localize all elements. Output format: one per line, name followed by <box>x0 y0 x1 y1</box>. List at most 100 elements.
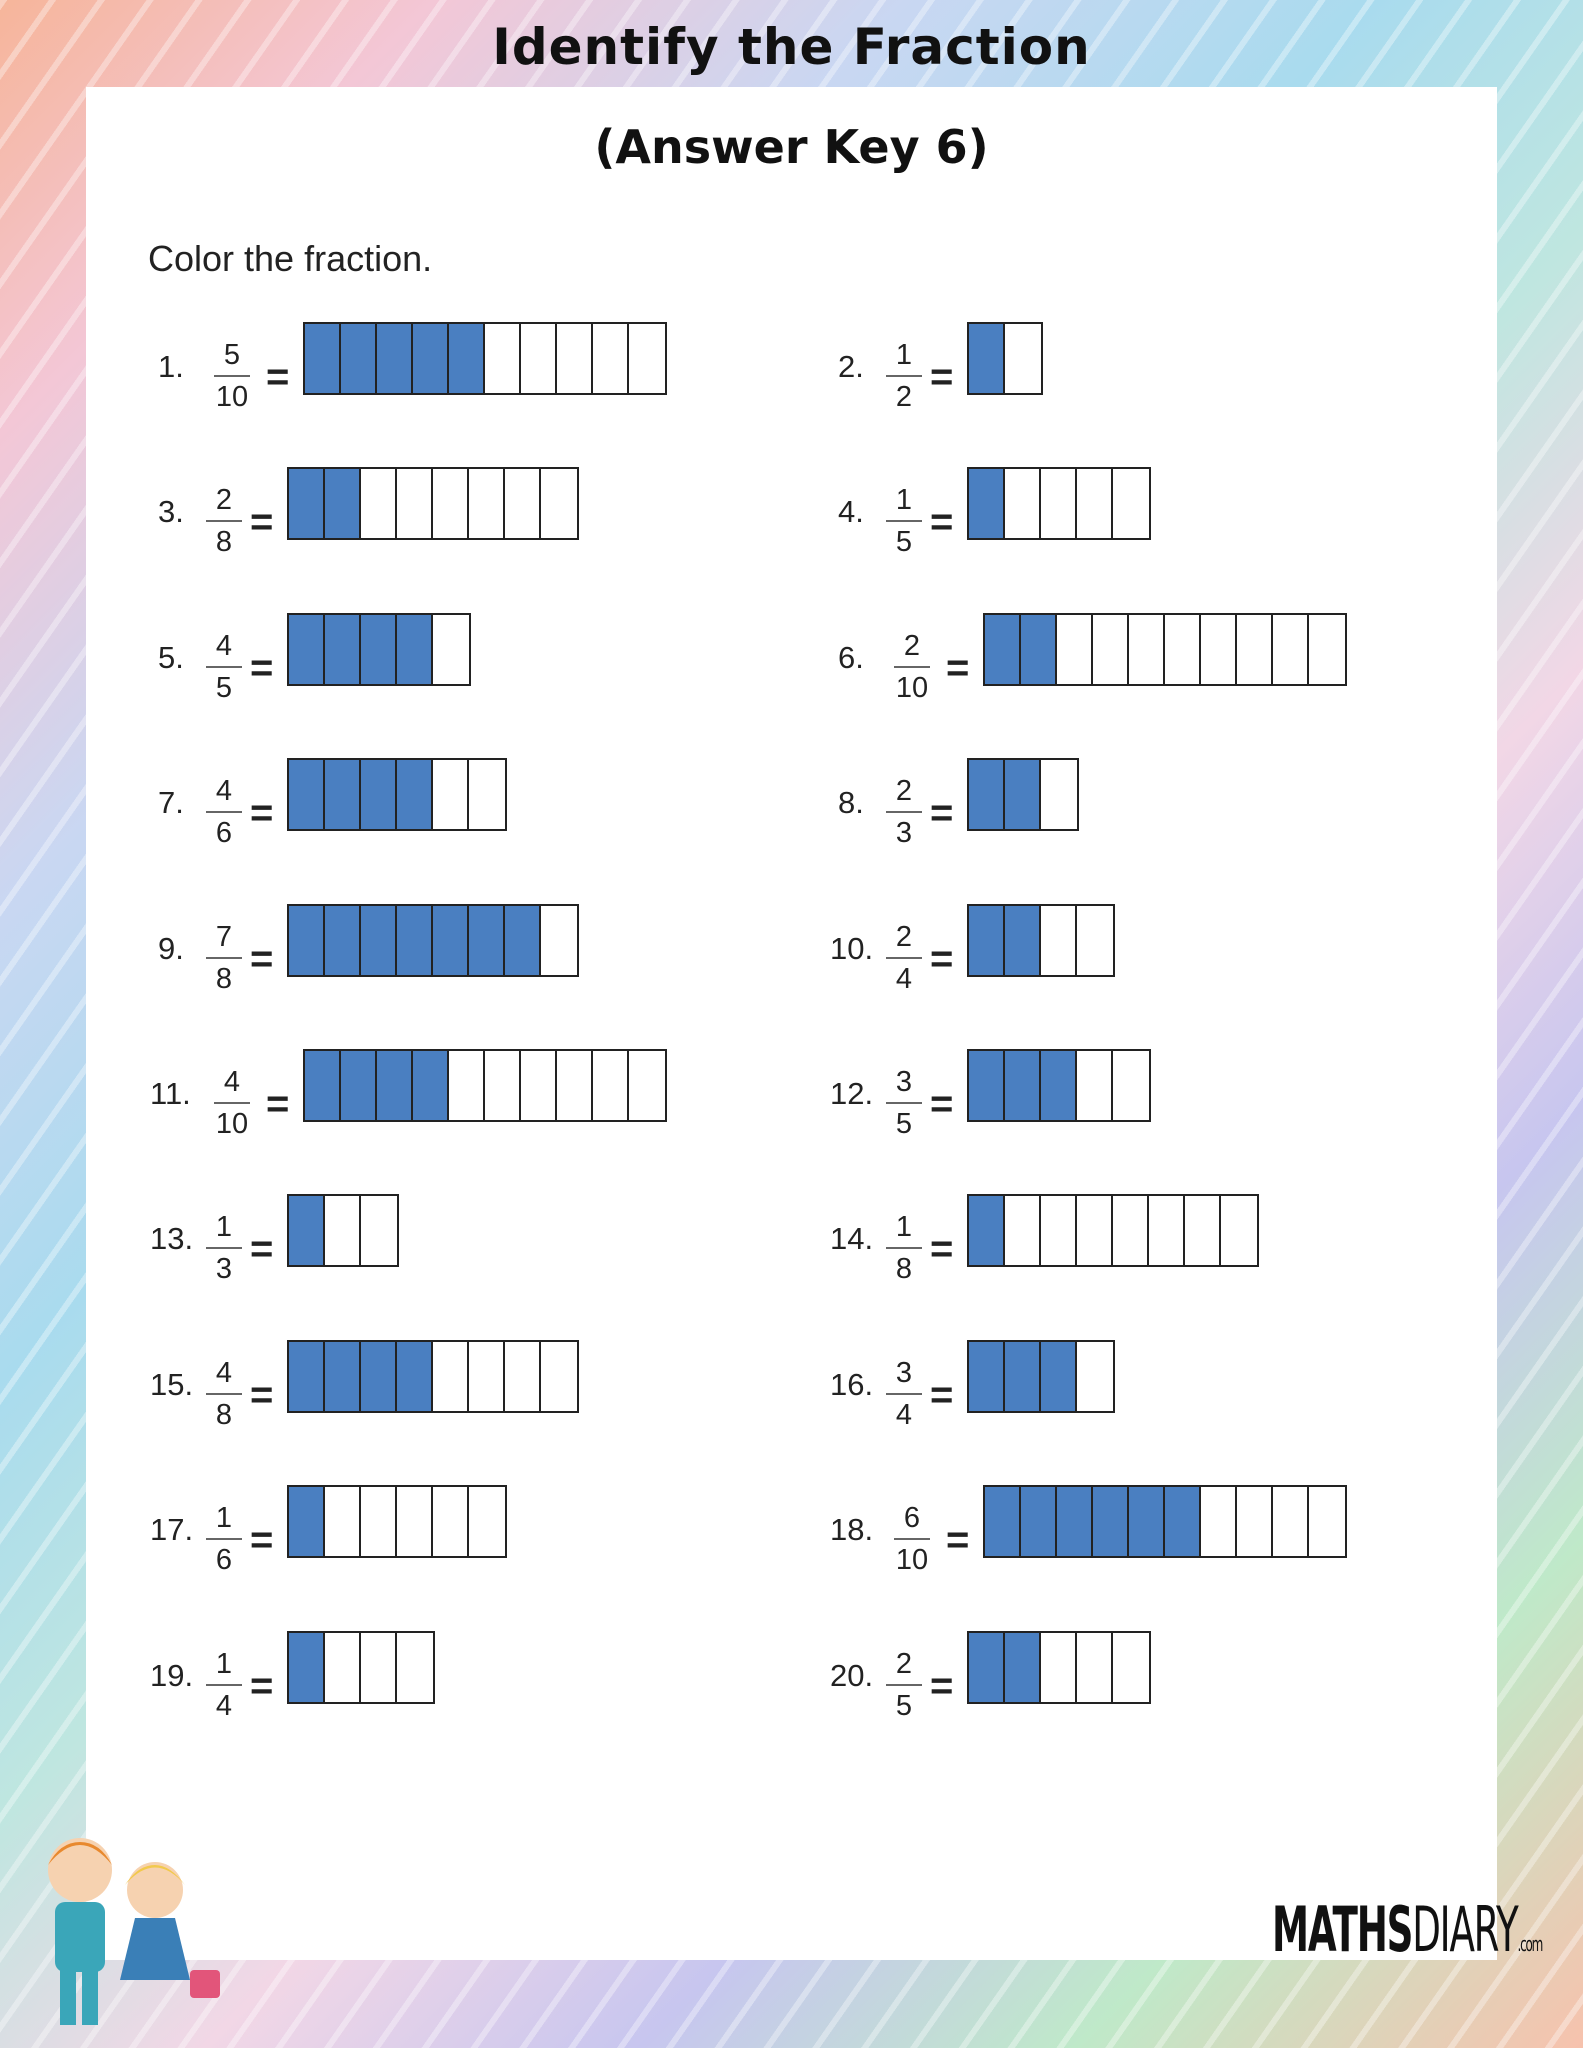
numerator: 2 <box>903 629 921 662</box>
empty-cell <box>557 324 593 393</box>
denominator: 8 <box>215 526 233 559</box>
shaded-cell <box>1005 1051 1041 1120</box>
empty-cell <box>1273 1487 1309 1557</box>
shaded-cell <box>377 1051 413 1120</box>
empty-cell <box>485 324 521 393</box>
empty-cell <box>1041 1196 1077 1266</box>
denominator: 10 <box>215 1108 249 1140</box>
shaded-cell <box>361 614 397 684</box>
denominator: 6 <box>215 817 233 850</box>
problem-number: 9. <box>158 930 184 966</box>
empty-cell <box>541 469 577 539</box>
problem-number: 14. <box>830 1221 874 1257</box>
numerator: 2 <box>895 920 913 953</box>
empty-cell <box>1041 760 1077 830</box>
empty-cell <box>629 1051 665 1120</box>
shaded-cell <box>325 614 361 684</box>
fraction-bar <box>206 1538 242 1541</box>
denominator: 10 <box>895 671 929 704</box>
fraction-bar <box>206 811 242 814</box>
equals-sign: = <box>250 1372 274 1417</box>
empty-cell <box>469 760 505 830</box>
empty-cell <box>1309 1487 1345 1557</box>
empty-cell <box>541 1341 577 1411</box>
shaded-cell <box>1021 1487 1057 1557</box>
problem-number: 17. <box>150 1512 194 1548</box>
shaded-cell <box>1165 1487 1201 1557</box>
numerator: 4 <box>215 775 233 808</box>
shaded-cell <box>413 324 449 393</box>
empty-cell <box>1041 1632 1077 1702</box>
numerator: 4 <box>215 1356 233 1389</box>
denominator: 4 <box>215 1689 233 1722</box>
fraction-strip <box>287 467 579 541</box>
denominator: 5 <box>895 526 913 559</box>
denominator: 8 <box>215 962 233 995</box>
shaded-cell <box>969 1051 1005 1120</box>
fraction-strip <box>967 1194 1259 1268</box>
shaded-cell <box>325 1341 361 1411</box>
fraction-strip <box>303 1049 667 1122</box>
denominator: 5 <box>215 671 233 704</box>
fraction-strip <box>983 612 1347 686</box>
empty-cell <box>1149 1196 1185 1266</box>
fraction-strip <box>967 322 1043 395</box>
fraction-strip <box>967 467 1151 541</box>
shaded-cell <box>469 905 505 975</box>
fraction-bar <box>206 1247 242 1250</box>
empty-cell <box>1113 1632 1149 1702</box>
shaded-cell <box>433 905 469 975</box>
shaded-cell <box>505 905 541 975</box>
denominator: 2 <box>895 381 913 413</box>
empty-cell <box>1077 469 1113 539</box>
fraction-strip <box>967 1630 1151 1704</box>
empty-cell <box>1165 614 1201 684</box>
shaded-cell <box>397 614 433 684</box>
equals-sign: = <box>250 645 274 690</box>
equals-sign: = <box>266 1082 290 1126</box>
numerator: 4 <box>223 1066 241 1098</box>
shaded-cell <box>325 905 361 975</box>
shaded-cell <box>377 324 413 393</box>
shaded-cell <box>1041 1051 1077 1120</box>
empty-cell <box>397 1487 433 1557</box>
empty-cell <box>1077 905 1113 975</box>
fraction-bar <box>886 1102 922 1104</box>
equals-sign: = <box>250 936 274 981</box>
empty-cell <box>541 905 577 975</box>
problem-number: 3. <box>158 494 184 530</box>
shaded-cell <box>969 469 1005 539</box>
denominator: 4 <box>895 1398 913 1431</box>
fraction-strip <box>287 1630 435 1704</box>
denominator: 4 <box>895 962 913 995</box>
shaded-cell <box>341 324 377 393</box>
empty-cell <box>521 324 557 393</box>
equals-sign: = <box>930 791 954 836</box>
empty-cell <box>361 1196 397 1266</box>
shaded-cell <box>361 760 397 830</box>
empty-cell <box>433 614 469 684</box>
equals-sign: = <box>250 791 274 836</box>
empty-cell <box>325 1196 361 1266</box>
fraction-strip <box>287 903 579 977</box>
shaded-cell <box>325 469 361 539</box>
fraction-bar <box>886 956 922 959</box>
empty-cell <box>433 1341 469 1411</box>
fraction-strip <box>967 1049 1151 1122</box>
fraction-bar <box>886 520 922 523</box>
equals-sign: = <box>930 936 954 981</box>
problem-number: 16. <box>830 1366 874 1402</box>
numerator: 2 <box>895 1647 913 1680</box>
empty-cell <box>469 469 505 539</box>
empty-cell <box>1093 614 1129 684</box>
shaded-cell <box>413 1051 449 1120</box>
empty-cell <box>557 1051 593 1120</box>
problem-number: 8. <box>838 785 864 821</box>
fraction-bar <box>206 520 242 523</box>
